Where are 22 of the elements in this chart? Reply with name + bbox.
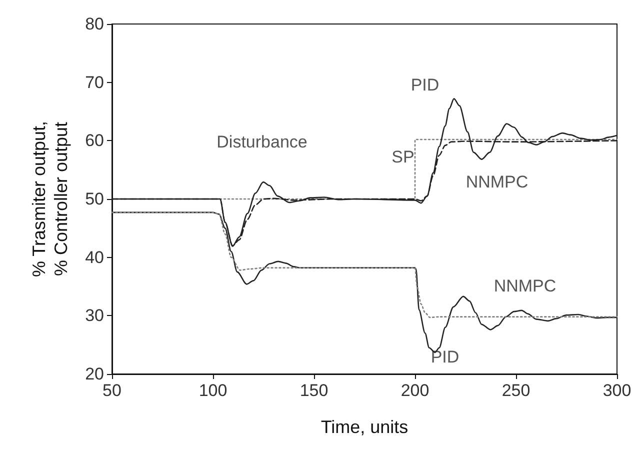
line-series (111, 212, 618, 318)
x-tick-label: 200 (400, 381, 430, 400)
annotation: NNMPC (466, 172, 528, 192)
annotation: SP (392, 148, 414, 166)
y-tick-label: 30 (85, 306, 104, 326)
annotation: PID (430, 348, 460, 366)
annotation: NNMPC (494, 276, 556, 296)
x-tick-label: 150 (300, 381, 328, 400)
y-tick-label: 40 (85, 248, 104, 267)
annotation: PID (410, 76, 440, 94)
y-tick-label: 20 (85, 364, 104, 384)
y-tick-label: 80 (85, 14, 104, 34)
y-tick-label: 60 (85, 131, 104, 150)
y-tick-label: 70 (85, 72, 104, 92)
y-tick-label: 50 (85, 190, 104, 208)
x-axis-title: Time, units (320, 417, 408, 437)
annotation: Disturbance (216, 132, 308, 152)
y-axis-title: % Trasmiter output, % Controller output (29, 120, 71, 278)
x-tick-label: 100 (198, 381, 228, 400)
x-tick-label: 50 (102, 381, 122, 400)
x-tick-label: 300 (602, 381, 632, 400)
x-tick-label: 250 (502, 381, 530, 400)
